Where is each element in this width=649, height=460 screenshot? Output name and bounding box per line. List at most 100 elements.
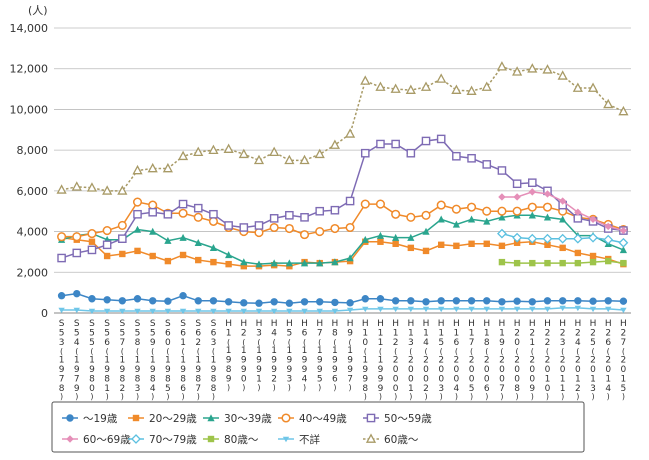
x-tick-paren: ( [318, 338, 321, 347]
x-tick-char: H [423, 319, 430, 329]
x-tick-char: 8 [135, 338, 141, 348]
data-point [178, 208, 188, 218]
data-point [163, 209, 173, 219]
series-6 [498, 188, 628, 235]
data-point [134, 308, 141, 315]
x-tick-year-digit: 8 [165, 374, 171, 384]
x-tick-year-digit: 1 [560, 384, 566, 394]
data-point [72, 232, 82, 242]
x-tick-year-digit: 0 [529, 365, 535, 375]
x-tick-char: H [347, 319, 354, 329]
legend-label: 60歳～ [384, 434, 419, 446]
x-tick-year-digit: 1 [150, 356, 156, 366]
x-tick-year-digit: 1 [621, 374, 627, 384]
data-point [452, 220, 460, 228]
data-point [619, 226, 628, 235]
data-point [360, 148, 370, 158]
x-tick-year-digit: 0 [469, 365, 475, 375]
data-point [451, 204, 461, 214]
data-point [118, 234, 127, 243]
data-point [542, 233, 553, 244]
data-point [254, 221, 264, 230]
legend-marker [207, 435, 215, 443]
data-point [497, 166, 507, 175]
x-tick-paren: ) [333, 383, 336, 392]
data-point [407, 244, 415, 252]
x-tick-paren: ) [227, 383, 230, 392]
x-tick-char: H [271, 319, 278, 329]
x-tick-char: 1 [362, 328, 368, 338]
data-point [589, 306, 597, 313]
x-tick-paren: ( [424, 347, 427, 356]
x-tick-year-digit: 8 [195, 374, 201, 384]
x-tick-year-digit: 0 [560, 365, 566, 375]
x-tick-year-digit: 2 [499, 356, 505, 366]
data-point [164, 236, 172, 244]
x-tick-paren: ( [379, 347, 382, 356]
data-point [178, 199, 188, 209]
x-tick-paren: ( [166, 347, 169, 356]
x-tick-paren: ( [576, 347, 579, 356]
x-tick-year-digit: 9 [378, 384, 384, 394]
legend-item: ～19歳 [62, 413, 118, 425]
data-point [88, 308, 96, 315]
x-tick-year-digit: 2 [605, 356, 611, 366]
x-tick-char: 5 [438, 338, 444, 348]
data-point [377, 306, 384, 313]
data-point [73, 289, 81, 298]
data-point [528, 298, 537, 306]
x-tick-year-digit: 4 [302, 374, 308, 384]
x-tick-year-digit: 9 [362, 365, 368, 375]
x-tick-year-digit: 2 [575, 384, 581, 394]
x-tick-paren: ( [227, 338, 230, 347]
data-point [300, 298, 309, 306]
y-tick-label: 12,000 [10, 63, 49, 76]
data-point [482, 206, 492, 216]
data-point [225, 308, 232, 315]
x-tick-char: S [59, 319, 65, 329]
x-tick-year-digit: 2 [423, 356, 429, 366]
x-tick-char: 1 [484, 328, 490, 338]
x-tick-year-digit: 0 [241, 374, 247, 384]
x-tick-char: 5 [89, 338, 95, 348]
x-tick-char: S [180, 319, 186, 329]
legend-label: 不詳 [299, 433, 320, 446]
x-tick-year-digit: 4 [454, 384, 460, 394]
x-tick-year-digit: 7 [74, 374, 80, 384]
x-tick-char: 5 [590, 338, 596, 348]
legend-item: 80歳～ [203, 434, 259, 446]
data-point [361, 235, 369, 243]
data-point [376, 139, 385, 149]
x-tick-paren: ) [303, 383, 306, 392]
x-tick-char: S [89, 319, 95, 329]
x-tick-year-digit: 9 [165, 365, 171, 375]
x-tick-char: H [483, 319, 490, 329]
data-point [375, 81, 386, 91]
x-tick-char: 6 [605, 338, 611, 348]
x-tick-year-digit: 1 [362, 356, 368, 366]
data-point [467, 297, 476, 305]
x-tick-paren: ) [607, 392, 610, 401]
data-point [559, 259, 566, 267]
data-point [376, 231, 385, 239]
x-tick-paren: ) [409, 392, 412, 401]
data-point [407, 297, 415, 305]
data-point [407, 306, 415, 313]
data-point [315, 227, 325, 237]
data-point [481, 81, 492, 91]
data-point [497, 228, 507, 239]
data-point [88, 295, 96, 303]
x-tick-year-digit: 7 [59, 374, 65, 384]
x-tick-char: 6 [104, 338, 110, 348]
data-point [194, 297, 202, 305]
data-point [604, 297, 612, 305]
x-tick-char: S [74, 319, 80, 329]
x-tick-year-digit: 9 [226, 356, 232, 366]
x-tick-char: H [574, 319, 581, 329]
x-tick-paren: ( [591, 347, 594, 356]
